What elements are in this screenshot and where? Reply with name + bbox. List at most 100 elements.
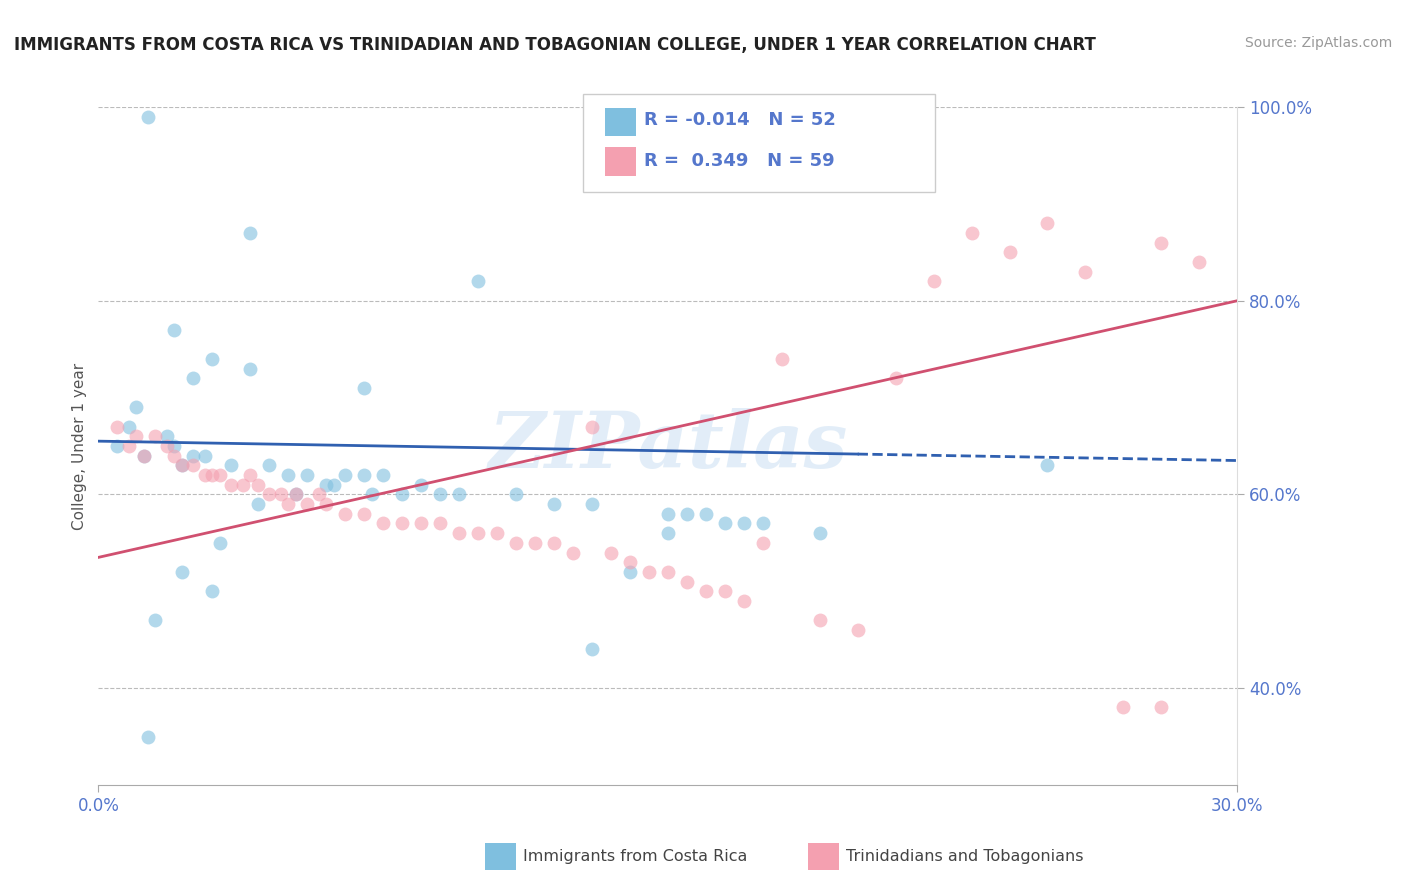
Point bbox=[733, 516, 755, 531]
Point bbox=[353, 381, 375, 395]
Point bbox=[657, 565, 679, 579]
Point bbox=[581, 419, 603, 434]
Point bbox=[695, 507, 717, 521]
Point bbox=[808, 613, 831, 627]
Point bbox=[183, 458, 205, 473]
Point bbox=[136, 730, 159, 744]
Point bbox=[676, 574, 699, 589]
Text: IMMIGRANTS FROM COSTA RICA VS TRINIDADIAN AND TOBAGONIAN COLLEGE, UNDER 1 YEAR C: IMMIGRANTS FROM COSTA RICA VS TRINIDADIA… bbox=[14, 36, 1095, 54]
Point bbox=[371, 516, 394, 531]
Point bbox=[201, 351, 224, 366]
Point bbox=[638, 565, 661, 579]
Point bbox=[1150, 700, 1173, 714]
Point bbox=[676, 507, 699, 521]
Point bbox=[543, 497, 565, 511]
Point bbox=[270, 487, 292, 501]
Point bbox=[125, 429, 148, 443]
Point bbox=[486, 526, 509, 541]
Point bbox=[770, 351, 793, 366]
Point bbox=[308, 487, 330, 501]
Point bbox=[1150, 235, 1173, 250]
Text: R = -0.014   N = 52: R = -0.014 N = 52 bbox=[644, 112, 835, 129]
Point bbox=[259, 458, 281, 473]
Point bbox=[1188, 255, 1211, 269]
Point bbox=[163, 323, 186, 337]
Point bbox=[429, 487, 451, 501]
Point bbox=[277, 468, 299, 483]
Point bbox=[353, 507, 375, 521]
Point bbox=[125, 401, 148, 415]
Point bbox=[132, 449, 155, 463]
Point bbox=[136, 110, 159, 124]
Point bbox=[208, 536, 231, 550]
Point bbox=[118, 439, 141, 453]
Point bbox=[581, 642, 603, 657]
Point bbox=[657, 507, 679, 521]
Point bbox=[156, 429, 179, 443]
Point bbox=[1036, 216, 1059, 230]
Point bbox=[335, 468, 357, 483]
Text: Immigrants from Costa Rica: Immigrants from Costa Rica bbox=[523, 849, 748, 863]
Point bbox=[808, 526, 831, 541]
Point bbox=[695, 584, 717, 599]
Point bbox=[600, 545, 623, 559]
Text: ZIPatlas: ZIPatlas bbox=[488, 408, 848, 484]
Point bbox=[194, 449, 217, 463]
Point bbox=[371, 468, 394, 483]
Point bbox=[208, 468, 231, 483]
Point bbox=[284, 487, 307, 501]
Point bbox=[657, 526, 679, 541]
Point bbox=[221, 458, 243, 473]
Point bbox=[163, 449, 186, 463]
Point bbox=[239, 226, 262, 240]
Point bbox=[246, 497, 269, 511]
Point bbox=[118, 419, 141, 434]
Point bbox=[714, 584, 737, 599]
Text: Trinidadians and Tobagonians: Trinidadians and Tobagonians bbox=[846, 849, 1084, 863]
Point bbox=[170, 458, 193, 473]
Point bbox=[221, 477, 243, 491]
Point bbox=[107, 419, 129, 434]
Point bbox=[998, 245, 1021, 260]
Y-axis label: College, Under 1 year: College, Under 1 year bbox=[72, 362, 87, 530]
Point bbox=[449, 526, 471, 541]
Point bbox=[239, 468, 262, 483]
Text: Source: ZipAtlas.com: Source: ZipAtlas.com bbox=[1244, 36, 1392, 50]
Point bbox=[922, 274, 945, 288]
Point bbox=[156, 439, 179, 453]
Text: R =  0.349   N = 59: R = 0.349 N = 59 bbox=[644, 152, 835, 169]
Point bbox=[505, 487, 527, 501]
Point bbox=[391, 487, 413, 501]
Point bbox=[505, 536, 527, 550]
Point bbox=[132, 449, 155, 463]
Point bbox=[315, 477, 337, 491]
Point bbox=[145, 613, 167, 627]
Point bbox=[107, 439, 129, 453]
Point bbox=[733, 594, 755, 608]
Point bbox=[163, 439, 186, 453]
Point bbox=[322, 477, 344, 491]
Point bbox=[619, 565, 641, 579]
Point bbox=[467, 274, 489, 288]
Point bbox=[467, 526, 489, 541]
Point bbox=[360, 487, 382, 501]
Point bbox=[170, 565, 193, 579]
Point bbox=[524, 536, 547, 550]
Point bbox=[297, 468, 319, 483]
Point bbox=[884, 371, 907, 385]
Point bbox=[429, 516, 451, 531]
Point bbox=[581, 497, 603, 511]
Point bbox=[562, 545, 585, 559]
Point bbox=[752, 516, 775, 531]
Point bbox=[232, 477, 254, 491]
Point bbox=[449, 487, 471, 501]
Point bbox=[170, 458, 193, 473]
Point bbox=[543, 536, 565, 550]
Point bbox=[1074, 265, 1097, 279]
Point bbox=[201, 468, 224, 483]
Point bbox=[183, 449, 205, 463]
Point bbox=[411, 516, 433, 531]
Point bbox=[411, 477, 433, 491]
Point bbox=[714, 516, 737, 531]
Point bbox=[752, 536, 775, 550]
